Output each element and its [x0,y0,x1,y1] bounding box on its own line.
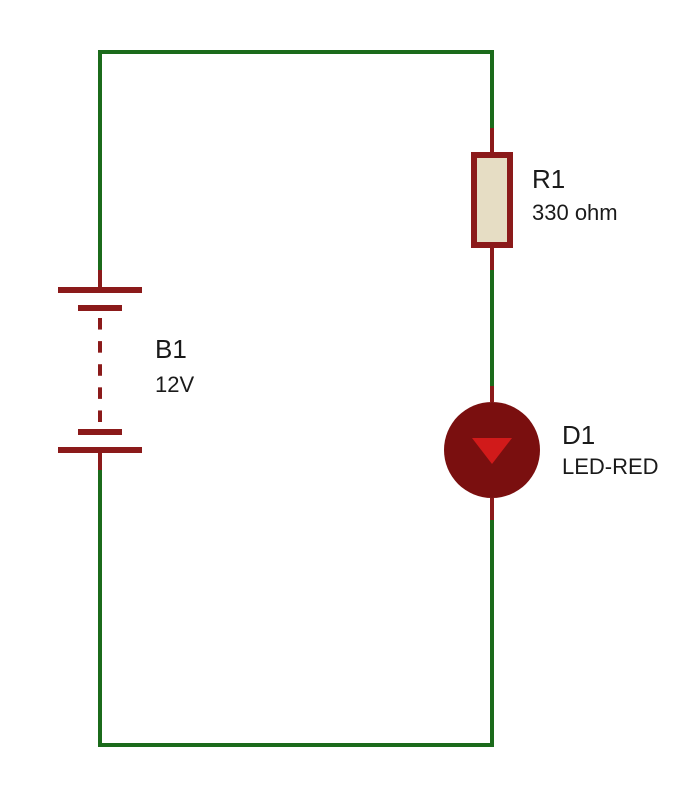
battery-ref-label: B1 [155,334,187,365]
battery-value-label: 12V [155,372,194,398]
resistor-ref-label: R1 [532,164,565,195]
led-ref-label: D1 [562,420,595,451]
resistor-value-label: 330 ohm [532,200,618,226]
led-value-label: LED-RED [562,454,659,480]
schematic-svg [0,0,694,805]
schematic-canvas: B1 12V R1 330 ohm D1 LED-RED [0,0,694,805]
